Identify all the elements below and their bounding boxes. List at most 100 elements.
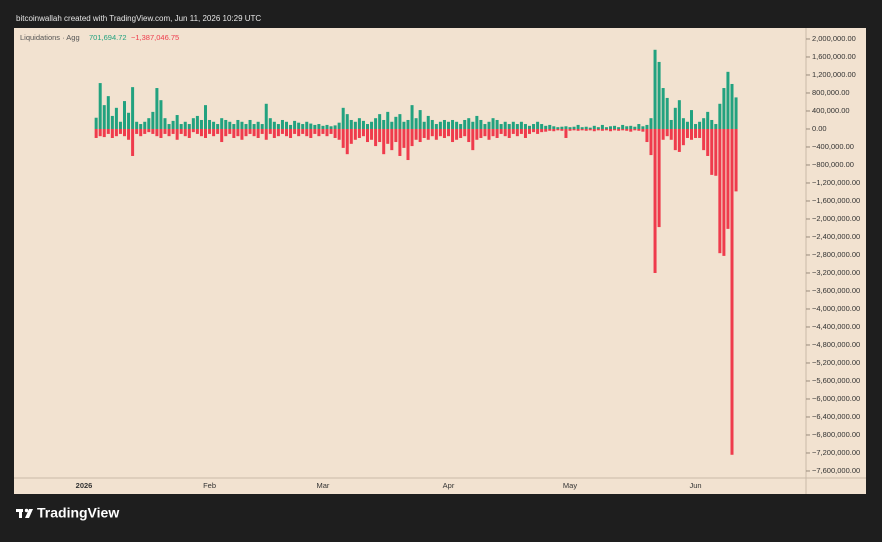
- bar: [260, 124, 264, 129]
- bar: [661, 128, 665, 140]
- bar: [199, 119, 203, 129]
- bar: [528, 128, 531, 134]
- bar: [240, 128, 244, 140]
- bar: [329, 128, 333, 134]
- bar: [600, 124, 604, 129]
- bar: [604, 128, 608, 131]
- bar: [702, 128, 706, 151]
- bar: [402, 121, 406, 129]
- bar: [487, 121, 491, 129]
- bar: [264, 103, 268, 129]
- bar: [613, 125, 617, 129]
- bar: [264, 128, 268, 140]
- bar: [572, 128, 576, 131]
- bar: [669, 128, 673, 140]
- bar: [434, 124, 438, 129]
- bar: [341, 107, 345, 129]
- bar: [649, 118, 653, 129]
- bar: [430, 119, 434, 129]
- x-tick-label: Jun: [690, 481, 702, 490]
- bar: [321, 125, 325, 129]
- bar: [681, 118, 685, 129]
- bar: [382, 128, 386, 155]
- bar: [706, 128, 710, 156]
- bar: [673, 107, 677, 129]
- bar: [438, 128, 442, 137]
- bar: [114, 128, 118, 137]
- bar: [309, 128, 313, 138]
- bar: [641, 128, 645, 132]
- bar: [305, 128, 309, 137]
- bar: [301, 124, 305, 129]
- bar: [341, 128, 345, 148]
- legend-value: −1,387,046.75: [131, 33, 179, 42]
- bar: [726, 71, 730, 129]
- bar: [102, 128, 106, 138]
- legend-value: 701,694.72: [89, 33, 127, 42]
- y-tick-label: −7,600,000.00: [812, 466, 860, 475]
- bar: [447, 121, 450, 129]
- bar: [544, 128, 548, 132]
- bar: [390, 128, 394, 151]
- bar: [552, 126, 556, 129]
- bar: [123, 101, 126, 129]
- bar: [98, 83, 102, 129]
- bar: [455, 121, 459, 129]
- bar: [568, 128, 572, 131]
- bar: [418, 128, 422, 143]
- bar: [321, 128, 325, 134]
- bar: [236, 128, 240, 137]
- bar: [430, 128, 434, 137]
- bar: [301, 128, 305, 134]
- bar: [734, 97, 738, 129]
- bar: [442, 128, 446, 138]
- bar: [248, 119, 252, 129]
- bar: [442, 119, 446, 129]
- bar: [370, 128, 374, 140]
- bar: [191, 128, 195, 133]
- bar: [106, 128, 110, 134]
- bar: [179, 124, 183, 129]
- bar: [224, 128, 228, 137]
- bar: [718, 103, 722, 129]
- bar: [256, 128, 260, 138]
- bar: [159, 100, 163, 129]
- bar: [272, 121, 276, 129]
- bar: [382, 119, 386, 129]
- bar: [289, 128, 293, 138]
- bar: [621, 128, 625, 131]
- bar: [216, 128, 220, 134]
- y-tick-label: −6,000,000.00: [812, 394, 860, 403]
- bar: [499, 124, 503, 129]
- bar: [734, 128, 738, 192]
- bar: [110, 115, 114, 129]
- bar: [139, 128, 143, 137]
- bar: [406, 119, 410, 129]
- bar: [163, 128, 167, 134]
- bar: [698, 128, 702, 138]
- bar: [499, 128, 503, 134]
- bar: [402, 128, 406, 148]
- bar: [179, 128, 183, 134]
- bar: [151, 111, 155, 129]
- y-tick-label: 1,600,000.00: [812, 52, 856, 61]
- bar: [268, 118, 272, 129]
- bar: [256, 121, 260, 129]
- bar: [694, 124, 698, 129]
- bar: [195, 115, 199, 129]
- bar: [212, 121, 216, 129]
- bar: [337, 122, 341, 129]
- bar: [564, 128, 568, 138]
- bar: [386, 128, 390, 144]
- bar: [276, 128, 280, 137]
- bar: [451, 119, 455, 129]
- bar: [252, 124, 256, 129]
- bar: [714, 124, 718, 129]
- bar: [139, 124, 143, 129]
- bar: [507, 124, 511, 129]
- bar: [609, 128, 612, 132]
- legend-title: Liquidations · Agg: [20, 33, 80, 42]
- bar: [167, 124, 171, 129]
- bar: [536, 128, 540, 134]
- bar: [410, 128, 414, 147]
